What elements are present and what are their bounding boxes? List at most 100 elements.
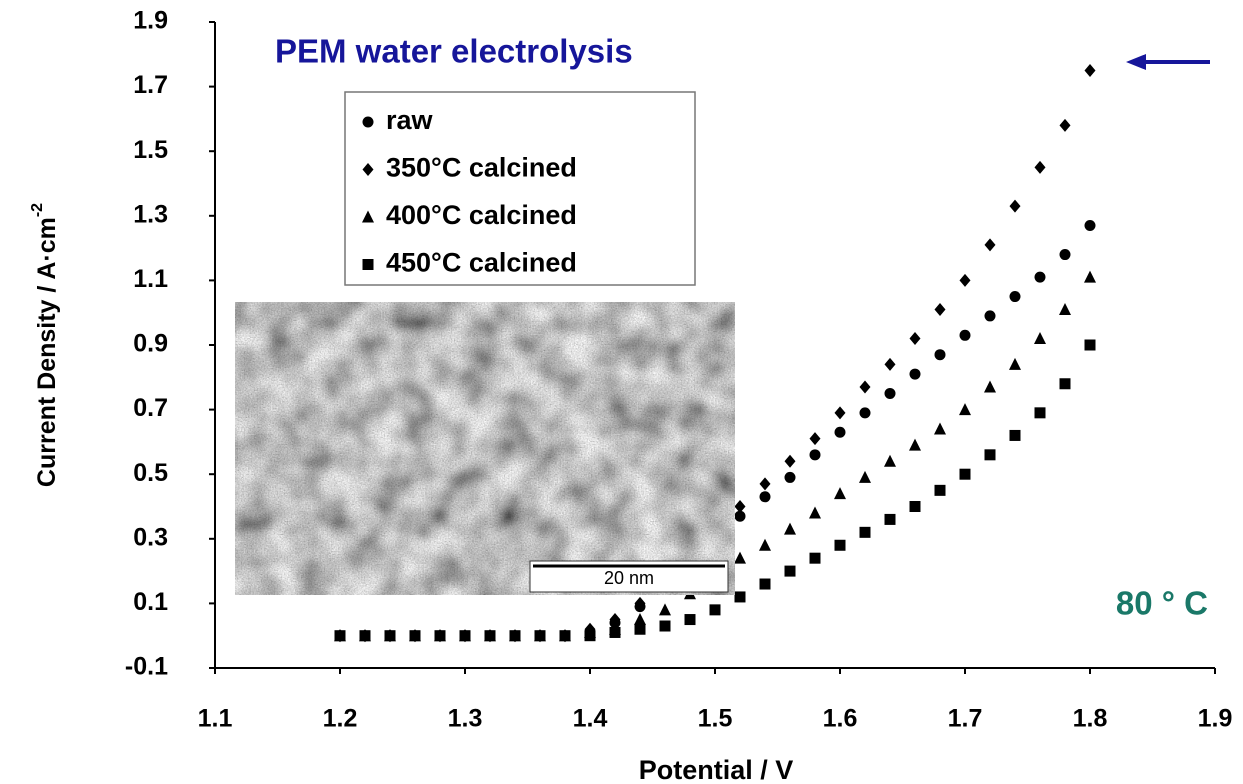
y-tick-label: 0.5: [133, 459, 168, 487]
marker: [785, 566, 796, 577]
marker: [560, 630, 571, 641]
marker: [610, 627, 621, 638]
marker: [760, 491, 771, 502]
marker: [985, 310, 996, 321]
marker: [1059, 303, 1071, 315]
marker: [634, 613, 646, 625]
marker: [785, 455, 796, 468]
marker: [1035, 272, 1046, 283]
marker: [784, 523, 796, 535]
annotation: PEM water electrolysis: [275, 33, 633, 70]
legend-label: 400°C calcined: [386, 200, 577, 230]
x-tick-label: 1.3: [448, 705, 483, 733]
marker: [1084, 271, 1096, 283]
marker: [960, 330, 971, 341]
marker: [734, 552, 746, 564]
marker: [884, 455, 896, 467]
marker: [510, 630, 521, 641]
marker: [1010, 200, 1021, 213]
marker: [935, 303, 946, 316]
marker: [859, 471, 871, 483]
arrow: [1126, 54, 1210, 70]
x-tick-label: 1.4: [573, 705, 608, 733]
x-tick-label: 1.1: [198, 705, 233, 733]
marker: [1035, 407, 1046, 418]
marker: [860, 527, 871, 538]
marker: [460, 630, 471, 641]
marker: [1060, 119, 1071, 132]
marker: [985, 449, 996, 460]
marker: [934, 422, 946, 434]
marker: [635, 624, 646, 635]
marker: [909, 439, 921, 451]
y-tick-label: 1.9: [133, 7, 168, 35]
marker: [1085, 220, 1096, 231]
marker: [385, 630, 396, 641]
x-tick-label: 1.2: [323, 705, 358, 733]
marker: [835, 406, 846, 419]
marker: [810, 449, 821, 460]
marker: [535, 630, 546, 641]
marker: [735, 591, 746, 602]
legend-label: raw: [386, 105, 434, 135]
marker: [1010, 291, 1021, 302]
marker: [485, 630, 496, 641]
marker: [835, 427, 846, 438]
marker: [885, 358, 896, 371]
marker: [1060, 249, 1071, 260]
x-tick-label: 1.5: [698, 705, 733, 733]
annotation: 80 ° C: [1116, 585, 1208, 622]
y-axis-label-text: Current Density / A·cm: [33, 217, 61, 487]
y-axis-label: Current Density / A·cm-2: [29, 203, 60, 487]
marker: [910, 332, 921, 345]
marker: [710, 604, 721, 615]
marker: [810, 553, 821, 564]
x-tick-label: 1.9: [1198, 705, 1233, 733]
marker: [660, 621, 671, 632]
y-tick-label: 0.1: [133, 588, 168, 616]
marker: [335, 630, 346, 641]
y-tick-label: 0.3: [133, 523, 168, 551]
legend-label: 450°C calcined: [386, 248, 577, 278]
marker: [810, 432, 821, 445]
marker: [834, 487, 846, 499]
marker: [1060, 378, 1071, 389]
y-tick-label: 1.3: [133, 200, 168, 228]
marker: [685, 614, 696, 625]
marker: [659, 603, 671, 615]
marker: [1035, 161, 1046, 174]
marker: [360, 630, 371, 641]
marker: [984, 380, 996, 392]
y-tick-label: 0.9: [133, 330, 168, 358]
marker: [760, 579, 771, 590]
marker: [759, 539, 771, 551]
x-tick-label: 1.7: [948, 705, 983, 733]
x-tick-label: 1.8: [1073, 705, 1108, 733]
tem-image: [235, 302, 735, 595]
marker: [910, 501, 921, 512]
y-tick-label: -0.1: [125, 653, 168, 681]
marker: [785, 472, 796, 483]
marker: [959, 403, 971, 415]
legend-label: 350°C calcined: [386, 153, 577, 183]
marker: [1010, 430, 1021, 441]
legend: raw 350°C calcined 400°C calcined 450°C cal…: [345, 92, 695, 285]
marker: [860, 380, 871, 393]
y-tick-label: 1.7: [133, 71, 168, 99]
y-tick-label: 0.7: [133, 394, 168, 422]
marker: [910, 369, 921, 380]
marker: [960, 469, 971, 480]
marker: [735, 500, 746, 513]
marker: [985, 238, 996, 251]
scale-bar-label: 20 nm: [604, 568, 654, 588]
y-tick-label: 1.1: [133, 265, 168, 293]
marker: [835, 540, 846, 551]
marker: [435, 630, 446, 641]
marker: [363, 259, 374, 270]
marker: [1034, 332, 1046, 344]
x-tick-label: 1.6: [823, 705, 858, 733]
y-axis-label-sup: -2: [29, 203, 46, 217]
marker: [585, 630, 596, 641]
marker: [935, 485, 946, 496]
marker: [960, 274, 971, 287]
